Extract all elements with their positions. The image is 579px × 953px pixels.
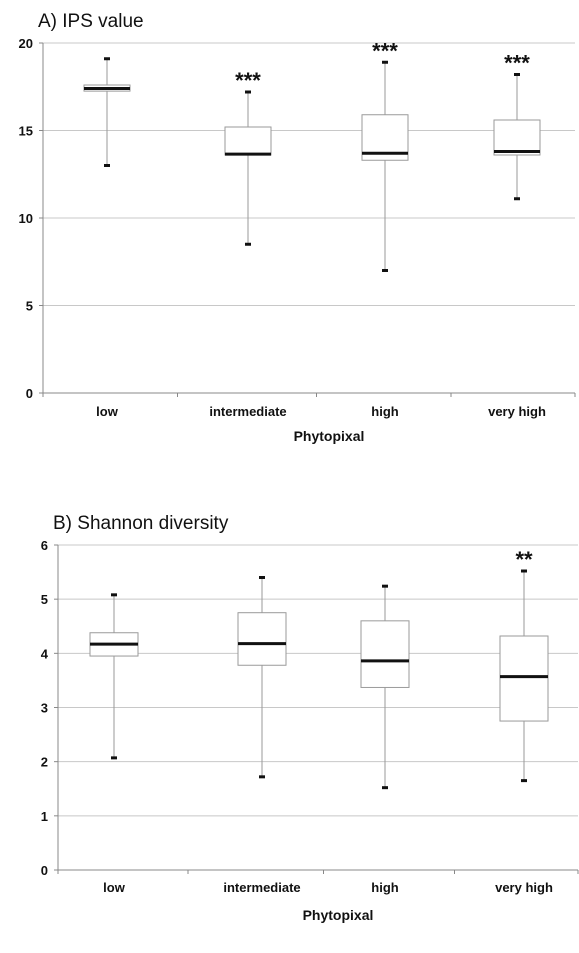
significance-label: *** (235, 68, 261, 93)
box-high (360, 584, 410, 790)
box-high: *** (361, 38, 409, 272)
significance-label: *** (372, 38, 398, 63)
box-low (89, 593, 139, 760)
y-tick-label: 10 (19, 211, 33, 226)
y-tick-label: 0 (41, 863, 48, 878)
box-low (83, 57, 131, 167)
x-category-label: low (103, 880, 126, 895)
iqr-box (493, 119, 541, 156)
iqr-box (499, 635, 549, 722)
x-category-label: high (371, 880, 398, 895)
y-tick-label: 5 (26, 299, 33, 314)
y-tick-label: 6 (41, 538, 48, 553)
significance-label: *** (504, 51, 530, 76)
iqr-box (224, 126, 272, 156)
box-very-high: ** (499, 547, 549, 783)
panel-shannon-diversity: B) Shannon diversity 0 1 2 3 4 5 6 low intermedia… (41, 513, 579, 923)
x-category-label: very high (495, 880, 553, 895)
y-tick-label: 20 (19, 36, 33, 51)
y-tick-label: 0 (26, 386, 33, 401)
box-intermediate (237, 576, 287, 779)
chart-title: B) Shannon diversity (53, 513, 229, 534)
y-tick-label: 3 (41, 701, 48, 716)
y-tick-label: 2 (41, 755, 48, 770)
chart-title: A) IPS value (38, 11, 144, 32)
box-intermediate: *** (224, 68, 272, 246)
y-tick-label: 1 (41, 809, 48, 824)
x-category-label: low (96, 404, 119, 419)
x-axis-title: Phytopixal (294, 428, 365, 444)
iqr-box (237, 612, 287, 666)
x-category-label: intermediate (209, 404, 286, 419)
panel-ips-value: A) IPS value 0 5 10 15 20 low *** intermediate **… (19, 11, 576, 444)
x-category-label: very high (488, 404, 546, 419)
x-category-label: intermediate (223, 880, 300, 895)
box-very-high: *** (493, 51, 541, 201)
iqr-box (360, 620, 410, 688)
y-tick-label: 15 (19, 124, 33, 139)
y-tick-label: 4 (41, 646, 49, 661)
significance-label: ** (515, 547, 533, 572)
x-axis-title: Phytopixal (303, 907, 374, 923)
x-category-label: high (371, 404, 398, 419)
y-tick-label: 5 (41, 592, 48, 607)
